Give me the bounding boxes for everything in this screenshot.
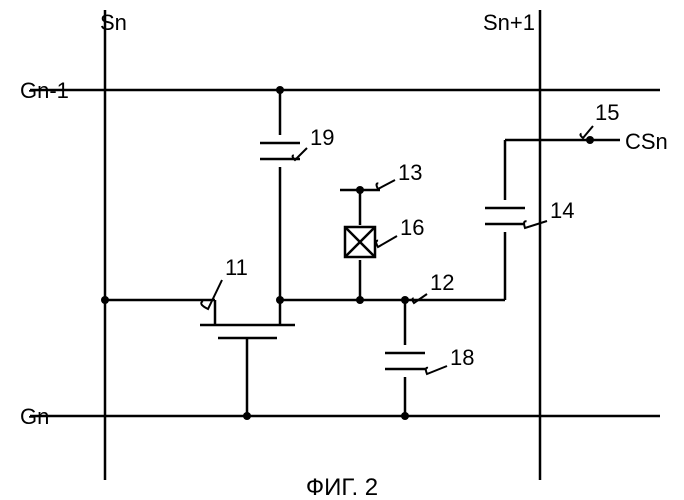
label-r18: 18 — [450, 345, 474, 370]
label-r19: 19 — [310, 125, 334, 150]
label-r16: 16 — [400, 215, 424, 240]
label-Gn: Gn — [20, 404, 49, 429]
label-r13: 13 — [398, 160, 422, 185]
leader-l12 — [412, 294, 427, 303]
junction-node — [276, 86, 284, 94]
junction-node — [401, 412, 409, 420]
label-r12: 12 — [430, 270, 454, 295]
label-r11: 11 — [225, 255, 248, 280]
lc-element-group — [345, 227, 375, 257]
junction-node — [356, 186, 364, 194]
figure-caption: ФИГ. 2 — [306, 474, 378, 500]
leader-l18 — [426, 366, 447, 374]
label-Gn1: Gn-1 — [20, 78, 69, 103]
junction-node — [101, 296, 109, 304]
label-r14: 14 — [550, 198, 574, 223]
capacitors-group — [260, 143, 525, 369]
label-r15: 15 — [595, 100, 619, 125]
junction-node — [276, 296, 284, 304]
label-Sn1: Sn+1 — [483, 10, 535, 35]
junction-node — [356, 296, 364, 304]
labels-group: Sn Sn+1 Gn-1 Gn CSn 11 12 13 14 15 16 18 19 — [20, 10, 668, 429]
leader-l13 — [376, 180, 395, 189]
junction-node — [401, 296, 409, 304]
label-CSn: CSn — [625, 129, 668, 154]
leader-l11 — [201, 280, 222, 309]
leader-l14 — [524, 221, 547, 228]
label-Sn: Sn — [100, 10, 127, 35]
junction-node — [243, 412, 251, 420]
circuit-schematic: Sn Sn+1 Gn-1 Gn CSn 11 12 13 14 15 16 18 19 ФИГ. 2 — [0, 0, 684, 500]
junction-node — [586, 136, 594, 144]
leader-l16 — [376, 236, 397, 247]
